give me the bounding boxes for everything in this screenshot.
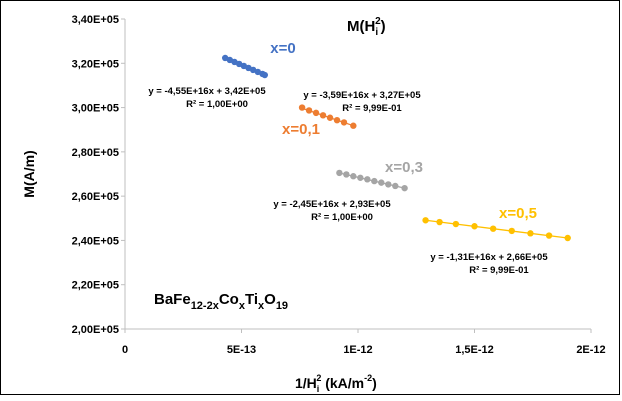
r-squared: R² = 9,99E-01 <box>342 103 402 114</box>
compound-formula: BaFe12-2xCoxTixO19 <box>154 291 288 312</box>
x-tick-label: 2E-12 <box>576 344 605 356</box>
x-tick-label: 1,5E-12 <box>455 344 494 356</box>
data-point <box>326 114 334 121</box>
y-tick-label: 3,00E+05 <box>72 103 119 115</box>
data-point <box>261 71 268 79</box>
x-tick-label: 0 <box>122 344 128 356</box>
data-point <box>305 107 313 114</box>
series-label: x=0,3 <box>385 159 423 176</box>
data-point <box>319 112 327 119</box>
data-point <box>357 174 364 181</box>
data-point <box>340 119 348 126</box>
trendline <box>425 219 568 239</box>
y-tick-label: 2,80E+05 <box>72 147 119 159</box>
x-tick-label: 5E-13 <box>227 344 256 356</box>
data-point <box>336 169 343 177</box>
y-tick-label: 3,20E+05 <box>72 58 119 70</box>
r-squared: R² = 1,00E+00 <box>311 212 373 223</box>
data-point <box>436 218 443 226</box>
data-point <box>350 122 357 129</box>
y-tick-label: 3,40E+05 <box>72 14 119 26</box>
data-point <box>452 220 460 228</box>
x-tick-label: 1E-12 <box>343 344 372 356</box>
data-point <box>364 176 371 183</box>
data-point <box>489 225 497 232</box>
data-point <box>422 217 429 224</box>
series-label: x=0 <box>270 40 295 57</box>
y-tick-label: 2,20E+05 <box>72 280 119 292</box>
data-point <box>371 177 378 185</box>
r-squared: R² = 1,00E+00 <box>186 99 248 110</box>
data-point <box>508 227 515 235</box>
series-label: x=0,1 <box>282 121 320 138</box>
r-squared: R² = 9,99E-01 <box>469 265 529 276</box>
y-tick-label: 2,60E+05 <box>72 191 119 203</box>
data-point <box>343 171 350 178</box>
data-point <box>471 223 478 230</box>
data-point <box>564 234 571 242</box>
data-point <box>333 116 341 124</box>
chart-title: M(Hi2) <box>347 16 386 38</box>
data-point <box>392 182 399 190</box>
data-point <box>298 104 306 111</box>
y-tick-label: 2,40E+05 <box>72 235 119 247</box>
x-axis-title: 1/Hi2 (kA/m-2) <box>295 373 377 394</box>
trendline-equation: y = -3,59E+16x + 3,27E+05 <box>303 90 421 101</box>
trendline-equation: y = -4,55E+16x + 3,42E+05 <box>148 86 266 97</box>
data-point <box>385 181 392 188</box>
trendline-equation: y = -2,45E+16x + 2,93E+05 <box>273 199 391 210</box>
series-label: x=0,5 <box>499 205 537 222</box>
y-axis-title: M(A/m) <box>21 150 37 197</box>
data-point <box>312 109 320 117</box>
data-point <box>545 232 553 239</box>
data-point <box>350 173 357 180</box>
y-tick-label: 2,00E+05 <box>72 324 119 336</box>
trendline-equation: y = -1,31E+16x + 2,66E+05 <box>430 252 548 263</box>
data-point <box>401 184 408 192</box>
data-point <box>378 179 385 186</box>
data-point <box>527 230 534 237</box>
